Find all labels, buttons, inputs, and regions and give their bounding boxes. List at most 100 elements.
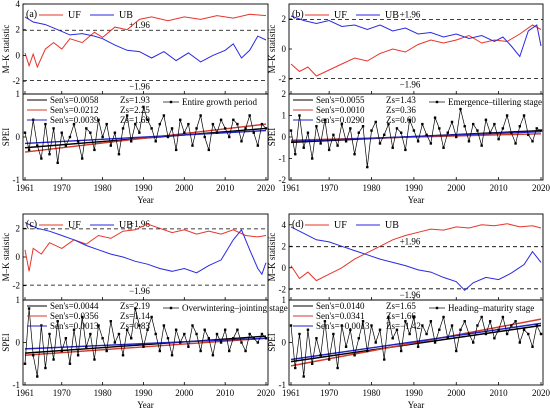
- mk-ytick-label: -2: [13, 76, 21, 86]
- upper-threshold-label: +1.96: [129, 219, 150, 229]
- spei-ytick-label: 0: [282, 132, 287, 142]
- spei-point: [510, 324, 513, 327]
- spei-point: [179, 118, 182, 121]
- spei-point: [260, 332, 264, 336]
- spei-point: [408, 118, 411, 121]
- spei-point: [294, 153, 297, 156]
- spei-ytick-label: 0: [16, 132, 21, 142]
- mk-subplot: +1.96 −1.96 UF UB (d) -2 0 2 4 M–K statistic: [267, 213, 544, 301]
- ub-legend-label: UB: [385, 10, 399, 21]
- spei-point: [455, 135, 458, 139]
- spei-point: [40, 157, 43, 160]
- spei-point: [248, 114, 251, 117]
- spei-point: [174, 328, 178, 331]
- spei-point: [399, 349, 403, 353]
- spei-frame: [288, 93, 544, 181]
- spei-point: [289, 324, 293, 327]
- spei-point: [395, 328, 399, 331]
- spei-point: [378, 328, 382, 331]
- mk-ytick-label: 2: [16, 223, 21, 233]
- spei-point: [113, 131, 117, 134]
- spei-point: [244, 349, 247, 353]
- spei-point: [429, 142, 433, 145]
- spei-point: [125, 328, 129, 331]
- x-axis-label: Year: [408, 195, 425, 205]
- xtick-label: 2020: [257, 388, 276, 398]
- spei-point: [450, 324, 454, 327]
- spei-point: [497, 137, 500, 141]
- spei-point: [199, 114, 202, 117]
- spei-point: [399, 131, 403, 134]
- spei-point: [476, 129, 479, 132]
- spei-point: [438, 127, 441, 130]
- spei-ytick-label: -1: [279, 154, 287, 164]
- trend-legend-sen: Sen's=0.0039: [50, 115, 99, 125]
- trend-line-3: [24, 337, 267, 350]
- spei-point: [89, 332, 92, 336]
- spei-point: [433, 116, 437, 119]
- spei-ytick-label: -2: [279, 175, 287, 185]
- spei-point: [240, 140, 243, 143]
- spei-point: [344, 345, 348, 348]
- trend-legend-sen: Sen's=0.0055: [316, 95, 365, 105]
- trend-legend-zs: Zs=1.93: [120, 95, 150, 105]
- spei-point: [232, 118, 235, 121]
- spei-point: [121, 354, 125, 357]
- spei-point: [539, 129, 543, 132]
- spei-point: [294, 366, 297, 370]
- xtick-label: 1990: [405, 183, 424, 193]
- spei-point: [298, 114, 301, 117]
- spei-point: [142, 105, 145, 109]
- spei-point: [361, 320, 365, 323]
- spei-point: [416, 345, 420, 348]
- spei-point: [514, 320, 517, 323]
- spei-point: [219, 341, 223, 344]
- spei-point: [522, 328, 526, 331]
- panel-b: +1.96 −1.96 UF UB (b) -2 0 2 M–K statistic Sen's=…: [267, 3, 550, 205]
- spei-point: [60, 349, 63, 353]
- spei-point: [93, 358, 96, 361]
- mk-ytick-label: 0: [282, 263, 287, 273]
- spei-subplot: Sen's=0.0058 Zs=1.93 Sen's=0.0212 Zs=2.25 Se…: [1, 89, 276, 205]
- spei-point: [302, 375, 305, 378]
- spei-point: [134, 307, 137, 310]
- upper-threshold-label: +1.96: [400, 10, 421, 20]
- mk-ytick-label: 0: [16, 252, 21, 262]
- xtick-label: 1980: [363, 183, 382, 193]
- spei-point: [211, 122, 215, 126]
- spei-point: [191, 144, 194, 147]
- spei-point: [472, 122, 475, 126]
- spei-frame: [22, 93, 269, 181]
- spei-ytick-label: 1: [16, 89, 21, 99]
- ub-series-line: [24, 222, 267, 276]
- xtick-label: 2020: [532, 183, 550, 193]
- lower-threshold-label: −1.96: [400, 290, 421, 300]
- spei-point: [223, 328, 227, 331]
- mk-ytick-label: -2: [279, 284, 287, 294]
- spei-point: [327, 358, 331, 361]
- spei-point: [56, 161, 59, 164]
- spei-point: [211, 354, 215, 357]
- xtick-label: 1970: [53, 183, 72, 193]
- trend-legend-zs: Zs=−1.42: [386, 321, 421, 331]
- mk-ylabel: M–K statistic: [1, 233, 11, 282]
- spei-legend: Sen's=0.0140 Zs=1.65 Sen's=0.0341 Zs=1.66 Se…: [293, 301, 534, 331]
- spei-point: [391, 337, 394, 340]
- panel-c: +1.96 −1.96 UF UB (c) -2 0 2 M–K statistic Sen's=…: [1, 213, 288, 410]
- spei-point: [150, 127, 153, 130]
- spei-point: [138, 131, 141, 134]
- xtick-label: 1990: [134, 388, 153, 398]
- spei-point: [162, 324, 166, 327]
- spei-point: [23, 362, 27, 365]
- mk-ytick-label: 0: [16, 50, 21, 60]
- spei-point: [146, 118, 149, 121]
- spei-point: [76, 354, 80, 357]
- xtick-label: 1980: [94, 388, 113, 398]
- spei-point: [264, 337, 268, 340]
- trend-line-2: [24, 337, 267, 356]
- spei-point: [323, 118, 327, 121]
- spei-point: [438, 328, 441, 331]
- xtick-label: 1961: [16, 388, 34, 398]
- upper-threshold-label: +1.96: [129, 20, 150, 30]
